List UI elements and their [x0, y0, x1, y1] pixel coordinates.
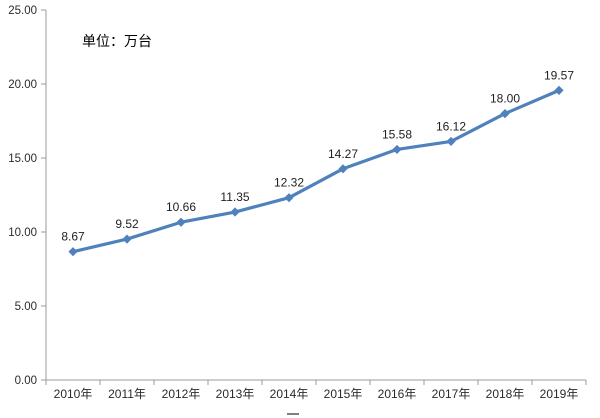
y-axis-tick-label: 10.00	[8, 227, 37, 239]
data-point-marker	[500, 109, 510, 119]
y-axis-tick-label: 15.00	[8, 153, 37, 165]
y-axis-tick-label: 0.00	[15, 375, 37, 387]
data-point-marker	[554, 85, 564, 95]
data-point-marker	[176, 217, 186, 227]
data-point-label: 14.27	[328, 147, 358, 161]
y-axis-tick-label: 25.00	[8, 5, 37, 17]
x-axis-category-label: 2010年	[54, 387, 93, 401]
x-axis-category-label: 2016年	[378, 387, 417, 401]
unit-label: 单位：万台	[82, 33, 152, 49]
data-point-label: 16.12	[436, 119, 466, 133]
x-axis-category-label: 2014年	[270, 387, 309, 401]
data-point-marker	[68, 247, 78, 257]
data-point-marker	[284, 193, 294, 203]
data-point-label: 8.67	[61, 230, 85, 244]
x-axis-category-label: 2015年	[324, 387, 363, 401]
data-point-label: 19.57	[544, 68, 574, 82]
y-axis-tick-label: 5.00	[15, 301, 37, 313]
data-point-marker	[122, 234, 132, 244]
x-axis-category-label: 2018年	[486, 387, 525, 401]
y-axis-tick-label: 20.00	[8, 79, 37, 91]
data-point-label: 15.58	[382, 127, 412, 141]
axes-layer: 0.00 5.00 10.00 15.00 20.00 25.00 2010年 2011年 20…	[8, 5, 587, 401]
x-axis-category-label: 2013年	[216, 387, 255, 401]
x-axis-category-label: 2019年	[540, 387, 579, 401]
data-point-marker	[230, 207, 240, 217]
data-point-label: 12.32	[274, 176, 304, 190]
data-point-marker	[338, 164, 348, 174]
data-point-label: 18.00	[490, 92, 520, 106]
x-axis-category-label: 2012年	[162, 387, 201, 401]
x-axis-category-label: 2017年	[432, 387, 471, 401]
x-axis-category-label: 2011年	[108, 387, 146, 401]
data-point-marker	[392, 144, 402, 155]
series-layer	[68, 85, 564, 257]
data-labels-layer: 8.67 9.52 10.66 11.35 12.32 14.27 15.58 16.12 18…	[61, 68, 574, 415]
data-point-label: 11.35	[220, 190, 249, 204]
data-point-label: 10.66	[166, 200, 196, 214]
series-line	[71, 88, 561, 254]
data-point-marker	[446, 136, 456, 147]
data-point-label: 9.52	[115, 217, 139, 231]
